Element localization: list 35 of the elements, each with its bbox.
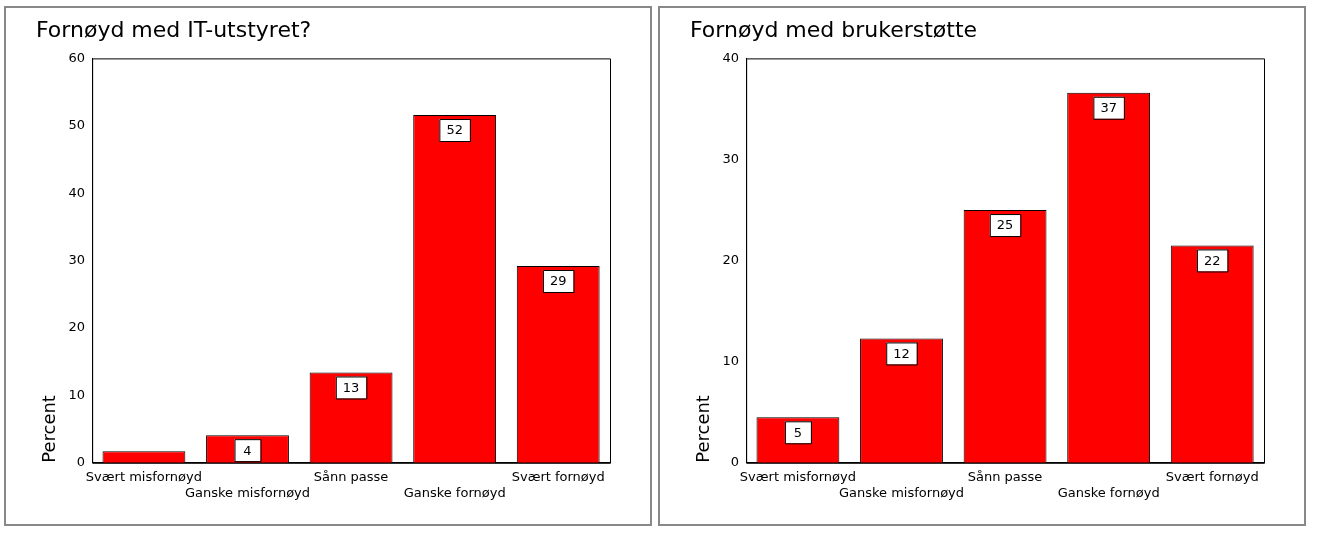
y-tick-label: 50 bbox=[68, 117, 86, 133]
data-label: 13 bbox=[342, 379, 360, 395]
x-tick-label: Ganske fornøyd bbox=[403, 484, 506, 500]
data-label: 5 bbox=[793, 424, 803, 440]
y-tick-label: 10 bbox=[68, 386, 86, 402]
y-tick-label: 60 bbox=[68, 49, 86, 65]
data-label: 12 bbox=[893, 345, 910, 361]
y-axis-title: Percent bbox=[692, 395, 714, 463]
x-tick-label: Sånn passe bbox=[967, 468, 1043, 484]
chart-title: Fornøyd med brukerstøtte bbox=[690, 16, 978, 42]
x-tick-label: Svært fornøyd bbox=[1165, 468, 1259, 484]
data-label: 4 bbox=[243, 442, 252, 458]
chart-title: Fornøyd med IT-utstyret? bbox=[36, 16, 312, 42]
x-tick-label: Ganske fornøyd bbox=[1057, 484, 1160, 500]
x-tick-label: Ganske misfornøyd bbox=[184, 484, 311, 500]
y-tick-label: 20 bbox=[68, 319, 86, 335]
data-label: 25 bbox=[996, 217, 1014, 233]
data-label: 22 bbox=[1203, 252, 1221, 268]
y-tick-label: 10 bbox=[722, 353, 740, 369]
y-tick-label: 40 bbox=[722, 49, 740, 65]
y-tick-label: 0 bbox=[76, 454, 86, 470]
x-tick-label: Ganske misfornøyd bbox=[838, 484, 965, 500]
y-tick-label: 40 bbox=[68, 184, 86, 200]
data-label: 29 bbox=[549, 273, 567, 289]
y-axis-title: Percent bbox=[38, 395, 60, 463]
x-tick-label: Svært fornøyd bbox=[511, 468, 605, 484]
x-tick-label: Svært misfornøyd bbox=[85, 468, 202, 484]
data-label: 52 bbox=[446, 122, 463, 138]
data-label: 37 bbox=[1100, 100, 1117, 116]
y-tick-label: 0 bbox=[730, 454, 740, 470]
x-tick-label: Sånn passe bbox=[313, 468, 389, 484]
x-tick-label: Svært misfornøyd bbox=[739, 468, 856, 484]
y-tick-label: 30 bbox=[68, 251, 86, 267]
y-tick-label: 20 bbox=[722, 251, 740, 267]
y-tick-label: 30 bbox=[722, 150, 740, 166]
